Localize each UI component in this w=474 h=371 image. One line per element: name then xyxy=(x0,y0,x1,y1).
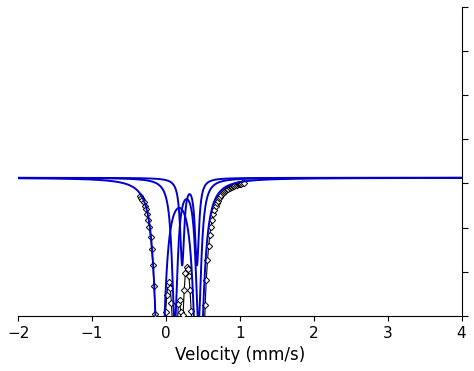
X-axis label: Velocity (mm/s): Velocity (mm/s) xyxy=(175,346,305,364)
